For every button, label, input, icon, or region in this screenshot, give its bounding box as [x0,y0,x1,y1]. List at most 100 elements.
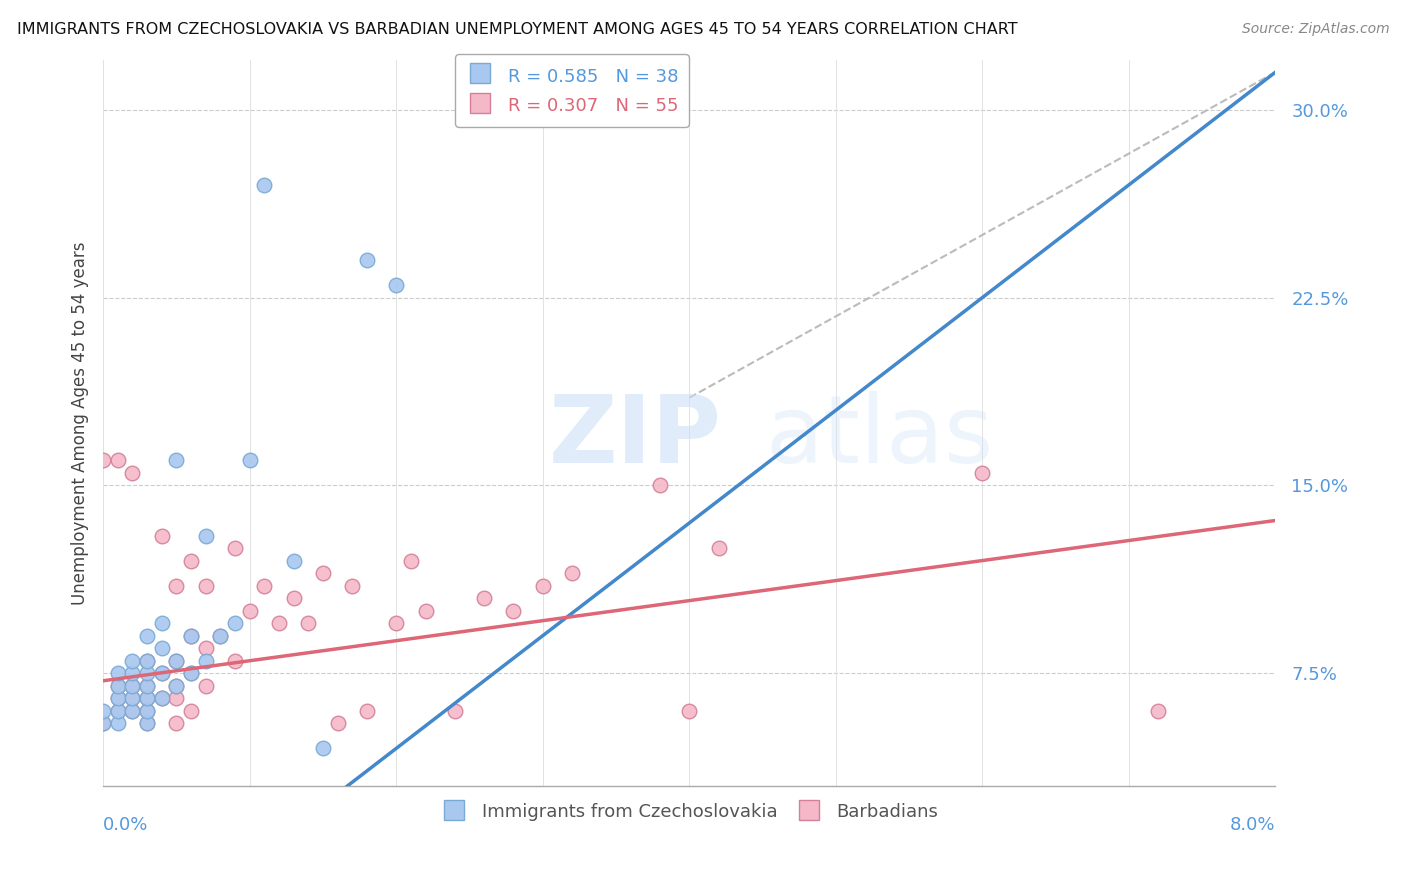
Point [385,616,408,631]
Point [136,666,159,681]
Point [136,704,159,718]
Point [342,579,364,593]
Point [472,591,495,606]
Point [399,553,422,567]
Text: atlas: atlas [765,392,994,483]
Point [107,704,129,718]
Point [356,252,378,267]
Point [150,691,173,706]
Point [121,666,143,681]
Point [209,629,232,643]
Point [165,654,187,668]
Text: 0.0%: 0.0% [103,816,149,834]
Point [136,691,159,706]
Point [1147,704,1170,718]
Point [312,741,335,756]
Point [165,716,187,731]
Point [180,666,202,681]
Point [502,604,524,618]
Point [707,541,730,555]
Point [91,704,114,718]
Point [531,579,554,593]
Point [165,691,187,706]
Point [107,691,129,706]
Point [283,591,305,606]
Point [180,629,202,643]
Point [136,629,159,643]
Point [136,716,159,731]
Point [165,453,187,467]
Point [180,629,202,643]
Point [194,528,217,542]
Point [312,566,335,580]
Text: IMMIGRANTS FROM CZECHOSLOVAKIA VS BARBADIAN UNEMPLOYMENT AMONG AGES 45 TO 54 YEA: IMMIGRANTS FROM CZECHOSLOVAKIA VS BARBAD… [17,22,1018,37]
Point [91,716,114,731]
Point [136,716,159,731]
Point [107,704,129,718]
Point [107,666,129,681]
Point [121,654,143,668]
Point [121,691,143,706]
Point [194,679,217,693]
Point [121,679,143,693]
Point [136,704,159,718]
Text: ZIP: ZIP [548,392,721,483]
Point [107,679,129,693]
Point [385,278,408,293]
Point [107,716,129,731]
Point [356,704,378,718]
Point [165,679,187,693]
Point [121,704,143,718]
Point [194,654,217,668]
Point [121,704,143,718]
Point [224,616,246,631]
Point [165,579,187,593]
Point [150,666,173,681]
Point [224,541,246,555]
Point [136,691,159,706]
Point [326,716,349,731]
Point [150,691,173,706]
Point [107,679,129,693]
Point [443,704,465,718]
Point [121,679,143,693]
Legend: Immigrants from Czechoslovakia, Barbadians: Immigrants from Czechoslovakia, Barbadia… [433,796,946,828]
Point [253,178,276,192]
Point [165,679,187,693]
Point [136,654,159,668]
Point [107,691,129,706]
Point [150,528,173,542]
Point [972,466,994,480]
Point [209,629,232,643]
Point [121,691,143,706]
Point [136,679,159,693]
Point [180,704,202,718]
Point [150,641,173,656]
Point [415,604,437,618]
Point [678,704,700,718]
Point [239,604,262,618]
Point [150,616,173,631]
Text: 8.0%: 8.0% [1230,816,1275,834]
Point [121,466,143,480]
Point [150,666,173,681]
Point [297,616,319,631]
Point [194,641,217,656]
Point [180,553,202,567]
Point [136,679,159,693]
Point [91,453,114,467]
Text: Source: ZipAtlas.com: Source: ZipAtlas.com [1241,22,1389,37]
Point [107,453,129,467]
Y-axis label: Unemployment Among Ages 45 to 54 years: Unemployment Among Ages 45 to 54 years [72,241,89,605]
Point [180,666,202,681]
Point [136,654,159,668]
Point [648,478,671,492]
Point [165,654,187,668]
Point [239,453,262,467]
Point [267,616,290,631]
Point [253,579,276,593]
Point [561,566,583,580]
Point [91,716,114,731]
Point [224,654,246,668]
Point [283,553,305,567]
